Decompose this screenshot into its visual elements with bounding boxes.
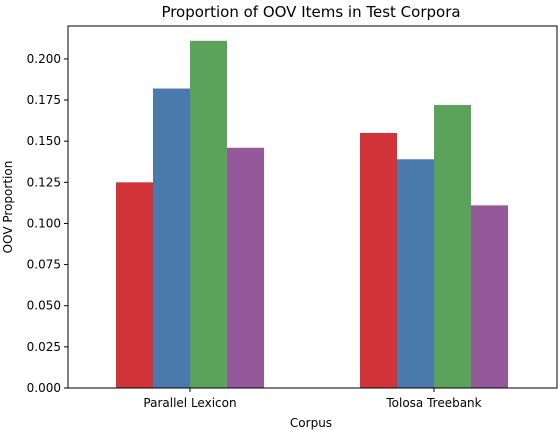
bar-1-parallel-lexicon	[116, 182, 153, 388]
y-axis: 0.000 0.025 0.050 0.075 0.100 0.125 0.150 0.175…	[27, 52, 68, 395]
y-axis-title: OOV Proportion	[1, 161, 15, 254]
bar-2-tolosa-treebank	[397, 159, 434, 388]
bar-4-tolosa-treebank	[471, 205, 508, 388]
bars-group	[116, 40, 508, 389]
y-tick-label: 0.100	[27, 216, 61, 230]
bar-4-parallel-lexicon	[227, 147, 264, 388]
y-tick-label: 0.000	[27, 381, 61, 395]
x-tick-label: Tolosa Treebank	[385, 396, 481, 410]
y-tick-label: 0.125	[27, 175, 61, 189]
y-tick-label: 0.150	[27, 134, 61, 148]
bar-3-tolosa-treebank	[434, 104, 471, 389]
y-tick-label: 0.175	[27, 93, 61, 107]
y-tick-label: 0.200	[27, 52, 61, 66]
bar-1-tolosa-treebank	[360, 132, 397, 388]
bar-3-parallel-lexicon	[190, 40, 227, 389]
bar-2-parallel-lexicon	[153, 88, 190, 388]
x-tick-label: Parallel Lexicon	[143, 396, 236, 410]
y-tick-label: 0.025	[27, 340, 61, 354]
x-axis: Parallel Lexicon Tolosa Treebank	[143, 388, 482, 410]
plot-frame	[67, 25, 558, 389]
y-tick-label: 0.075	[27, 258, 61, 272]
chart-title: Proportion of OOV Items in Test Corpora	[161, 3, 460, 21]
x-axis-title: Corpus	[290, 416, 332, 430]
y-tick-label: 0.050	[27, 299, 61, 313]
